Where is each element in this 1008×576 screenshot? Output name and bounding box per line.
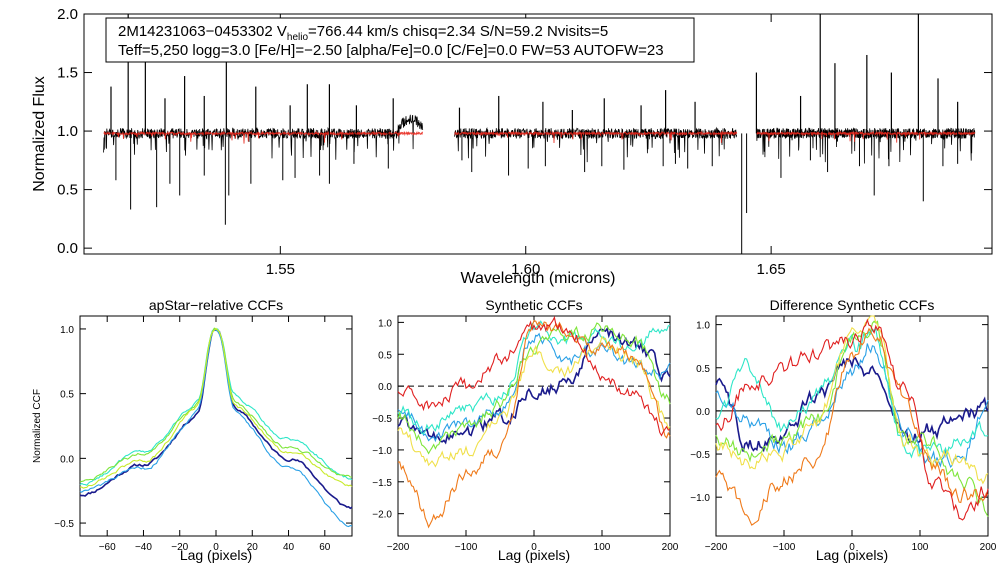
difference-ccf-x-tick-label: 200 [980, 542, 997, 553]
difference-ccf-x-tick-label: −100 [773, 542, 796, 553]
spectrum-info-box [105, 17, 695, 63]
spectrum-info-line-1: 2M14231063−0453302 Vhelio=766.44 km/s ch… [118, 23, 608, 43]
model-spectrum-chip-2 [454, 130, 738, 144]
synthetic-ccf-series-visit-3 [397, 320, 671, 435]
difference-ccf-y-tick-label: 0.5 [696, 364, 710, 375]
synthetic-ccf-y-tick-label: −2.0 [372, 510, 392, 521]
synthetic-ccf-x-axis-label: Lag (pixels) [498, 547, 570, 563]
apstar-ccf-series-visit-4 [79, 327, 352, 483]
synthetic-ccf-x-tick-label: −200 [387, 542, 410, 553]
spectrum-y-tick-label: 2.0 [57, 6, 78, 23]
info-line1-prefix: 2M14231063−0453302 V [118, 23, 287, 40]
apstar-ccf-axis-ticks: −60 −40 −20 0 20 40 60 −0.5 0.0 0.5 1.0 [54, 316, 352, 553]
apstar-ccf-series-visit-5 [80, 327, 353, 489]
synthetic-ccf-axis-ticks: −200 −100 0 100 200 −2.0 −1.5 −1.0 −0.5 0.0 0.5 1.0 [372, 316, 679, 553]
synthetic-ccf-x-tick-label: 200 [662, 542, 679, 553]
spectrum-info-line-2: Teff=5,250 logg=3.0 [Fe/H]=−2.50 [alpha/… [118, 42, 664, 59]
synthetic-ccf-series-visit-2 [397, 332, 671, 443]
synthetic-ccf-x-tick-label: −100 [455, 542, 478, 553]
synthetic-ccf-y-tick-label: 0.5 [378, 350, 392, 361]
difference-ccf-panel: Difference Synthetic CCFs −200 −100 0 100 20… [690, 297, 997, 563]
apstar-ccf-x-tick-label: 0 [213, 542, 219, 553]
synthetic-ccf-series-visit-5 [397, 335, 671, 468]
synthetic-ccf-y-tick-label: 1.0 [378, 318, 392, 329]
synthetic-ccf-y-tick-label: −1.5 [372, 478, 392, 489]
synthetic-ccf-series-visit-1 [397, 326, 671, 445]
info-line1-suffix: =766.44 km/s chisq=2.34 S/N=59.2 Nvisits… [308, 23, 608, 40]
synthetic-ccf-panel: Synthetic CCFs −200 −100 0 100 200 −2.0 −1.5 −1… [372, 297, 679, 563]
apstar-ccf-x-tick-label: 40 [283, 542, 295, 553]
synthetic-ccf-x-tick-label: 100 [594, 542, 611, 553]
spectrum-y-tick-label: 1.0 [57, 123, 78, 140]
difference-ccf-y-tick-label: −1.0 [690, 493, 710, 504]
apstar-ccf-x-tick-label: −40 [135, 542, 152, 553]
spectrum-x-tick-label: 1.60 [511, 261, 540, 278]
apstar-ccf-x-axis-label: Lag (pixels) [180, 547, 252, 563]
difference-ccf-series-visit-4 [715, 320, 989, 517]
difference-ccf-y-tick-label: −0.5 [690, 450, 710, 461]
spectrum-x-tick-label: 1.55 [266, 261, 295, 278]
synthetic-ccf-y-tick-label: −0.5 [372, 414, 392, 425]
spectrum-x-axis-label: Wavelength (microns) [460, 270, 615, 287]
spectrum-panel: 1.55 1.60 1.65 0.0 0.5 1.0 1.5 2.0 2M14231063−0… [31, 6, 993, 287]
spectrum-y-tick-label: 1.5 [57, 65, 78, 82]
apstar-ccf-title: apStar−relative CCFs [149, 297, 283, 313]
difference-ccf-plot-frame [715, 315, 989, 537]
apstar-ccf-y-tick-label: 0.0 [60, 454, 74, 465]
difference-ccf-axis-ticks: −200 −100 0 100 200 −1.0 −0.5 0.0 0.5 1.0 [690, 316, 997, 553]
difference-ccf-series [715, 315, 989, 526]
spectrum-axis-ticks: 1.55 1.60 1.65 0.0 0.5 1.0 1.5 2.0 [57, 6, 992, 278]
difference-ccf-series-visit-3 [715, 327, 989, 459]
synthetic-ccf-y-tick-label: 0.0 [378, 382, 392, 393]
observed-spectrum-chip-1 [103, 114, 424, 160]
synthetic-ccf-title: Synthetic CCFs [485, 297, 582, 313]
difference-ccf-x-tick-label: 100 [912, 542, 929, 553]
apstar-ccf-panel: apStar−relative CCFs −60 −40 −20 0 20 40 60 −0.… [32, 297, 353, 563]
apstar-ccf-y-axis-label: Normalized CCF [32, 389, 43, 463]
spectrum-plot-frame [83, 13, 993, 255]
spectrum-y-tick-label: 0.5 [57, 182, 78, 199]
apstar-ccf-series [79, 327, 353, 528]
apstar-ccf-series-visit-1 [79, 329, 353, 510]
difference-ccf-x-tick-label: −200 [705, 542, 728, 553]
synthetic-ccf-series-visit-7 [397, 315, 671, 437]
apstar-ccf-series-visit-2 [79, 329, 353, 528]
difference-ccf-series-visit-6 [715, 327, 989, 526]
spectrum-y-tick-label: 0.0 [57, 240, 78, 257]
difference-ccf-series-visit-1 [715, 356, 989, 453]
synthetic-ccf-x-tick-label: 0 [531, 542, 537, 553]
synthetic-ccf-series-visit-6 [397, 320, 671, 529]
apstar-ccf-x-tick-label: −20 [171, 542, 188, 553]
difference-ccf-x-axis-label: Lag (pixels) [816, 547, 888, 563]
synthetic-ccf-y-tick-label: −1.0 [372, 446, 392, 457]
info-line1-subscript: helio [287, 32, 309, 43]
difference-ccf-series-visit-2 [715, 343, 989, 469]
difference-ccf-series-visit-5 [715, 315, 989, 485]
apstar-ccf-y-tick-label: 0.5 [60, 390, 74, 401]
spectrum-y-axis-label: Normalized Flux [31, 76, 48, 192]
apstar-ccf-x-tick-label: 60 [319, 542, 331, 553]
apstar-ccf-plot-frame [79, 315, 353, 537]
apstar-ccf-y-tick-label: 1.0 [60, 325, 74, 336]
difference-ccf-x-tick-label: 0 [849, 542, 855, 553]
difference-ccf-y-tick-label: 1.0 [696, 321, 710, 332]
synthetic-ccf-series [397, 315, 671, 529]
apstar-ccf-x-tick-label: −60 [99, 542, 116, 553]
model-spectrum-chip-1 [103, 130, 424, 144]
difference-ccf-title: Difference Synthetic CCFs [770, 297, 935, 313]
spectrum-x-tick-label: 1.65 [757, 261, 786, 278]
difference-ccf-series-visit-7 [715, 318, 989, 521]
apstar-ccf-y-tick-label: −0.5 [54, 519, 74, 530]
spectrum-series [103, 14, 976, 254]
apstar-ccf-x-tick-label: 20 [247, 542, 259, 553]
synthetic-ccf-series-visit-4 [397, 322, 671, 455]
difference-ccf-y-tick-label: 0.0 [696, 407, 710, 418]
